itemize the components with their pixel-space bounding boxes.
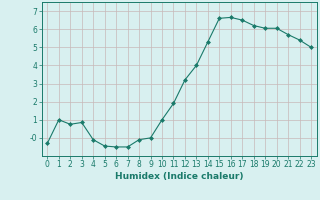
X-axis label: Humidex (Indice chaleur): Humidex (Indice chaleur): [115, 172, 244, 181]
